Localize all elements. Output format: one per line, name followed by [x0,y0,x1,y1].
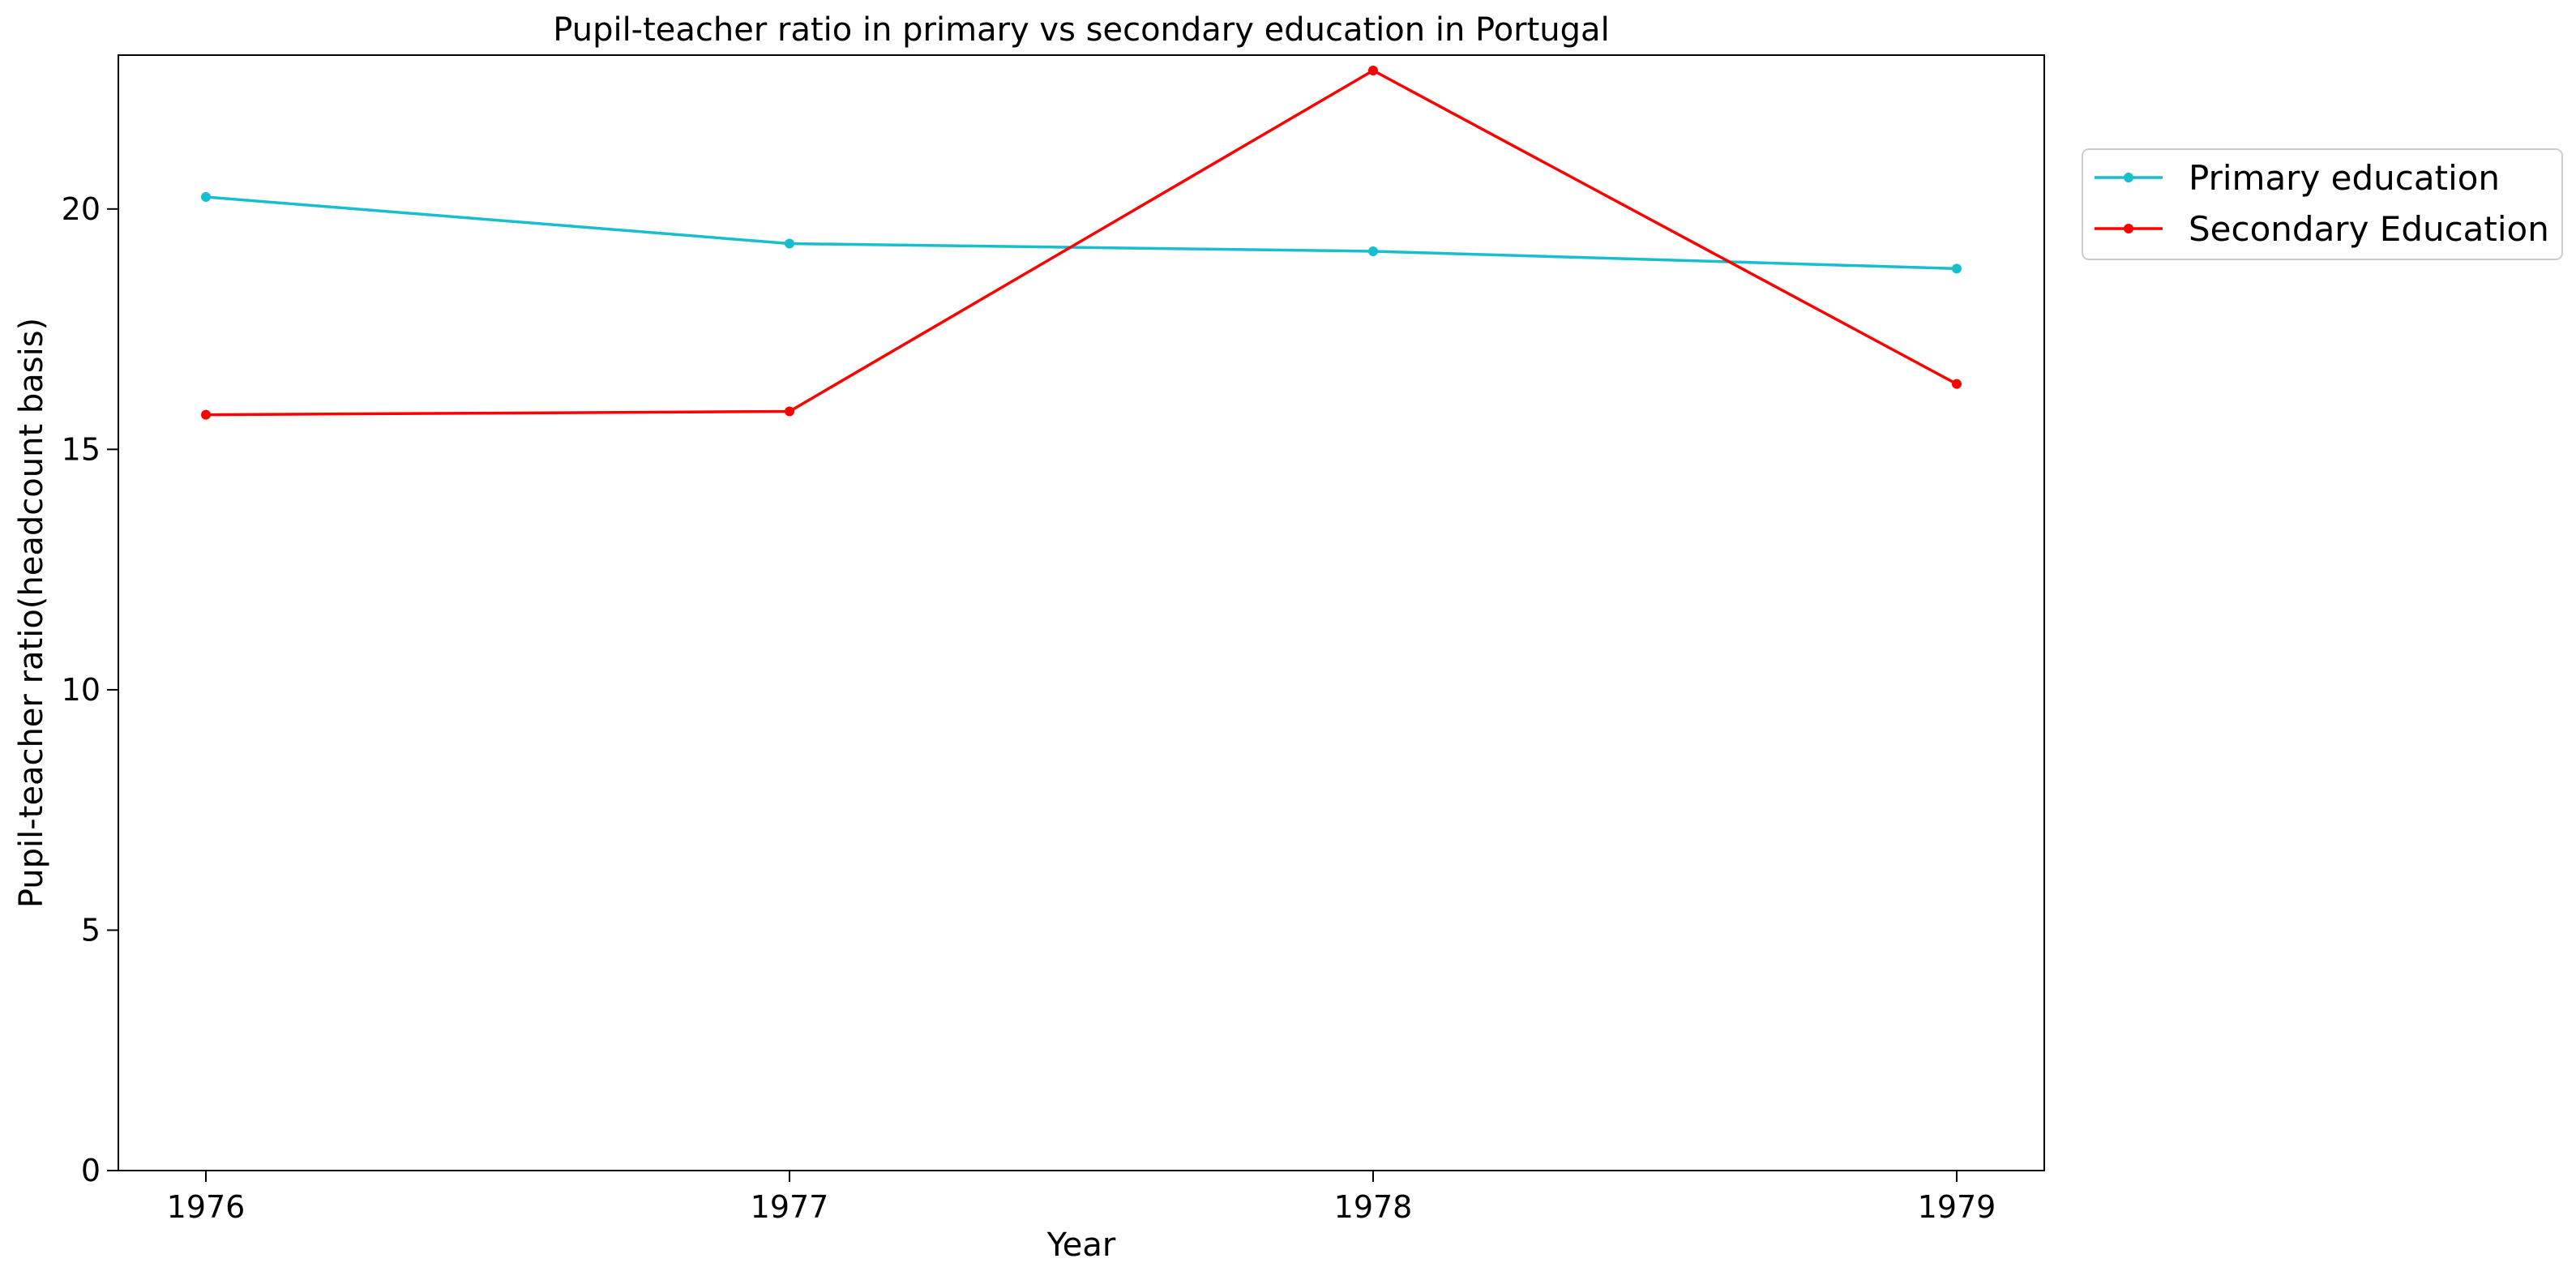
y-tick-label: 15 [62,431,101,467]
legend-swatch-marker [2124,224,2133,233]
data-point [201,191,211,202]
x-tick-label: 1976 [167,1189,246,1225]
x-axis-title: Year [1046,1226,1116,1264]
chart-title: Pupil-teacher ratio in primary vs second… [553,11,1609,49]
y-tick-label: 20 [62,191,101,227]
data-point [1368,246,1378,256]
legend: Primary education Secondary Education [2082,148,2563,260]
data-point [1368,65,1378,75]
y-axis-ticks: 0 5 10 15 20 [62,191,118,1188]
x-axis-ticks: 1976 1977 1978 1979 [167,1171,1996,1225]
series-line-2 [205,68,1958,417]
y-axis-title: Pupil-teacher ratio(headcount basis) [13,318,50,908]
legend-swatch-marker [2124,173,2133,182]
data-point [785,406,794,417]
x-tick-label: 1977 [751,1189,829,1225]
x-tick-label: 1978 [1334,1189,1413,1225]
legend-frame [2082,148,2563,260]
legend-label: Secondary Education [2189,209,2549,249]
series-layer [201,65,1962,420]
plot-frame [118,54,2045,1171]
data-point [785,238,794,249]
y-tick-label: 10 [62,672,101,708]
y-tick-label: 5 [81,912,101,948]
x-tick-label: 1979 [1918,1189,1996,1225]
data-point [201,409,211,420]
data-point [1952,379,1962,389]
y-tick-label: 0 [81,1153,101,1188]
series-line-1 [205,195,1958,271]
legend-label: Primary education [2189,158,2500,198]
data-point [1952,263,1962,274]
